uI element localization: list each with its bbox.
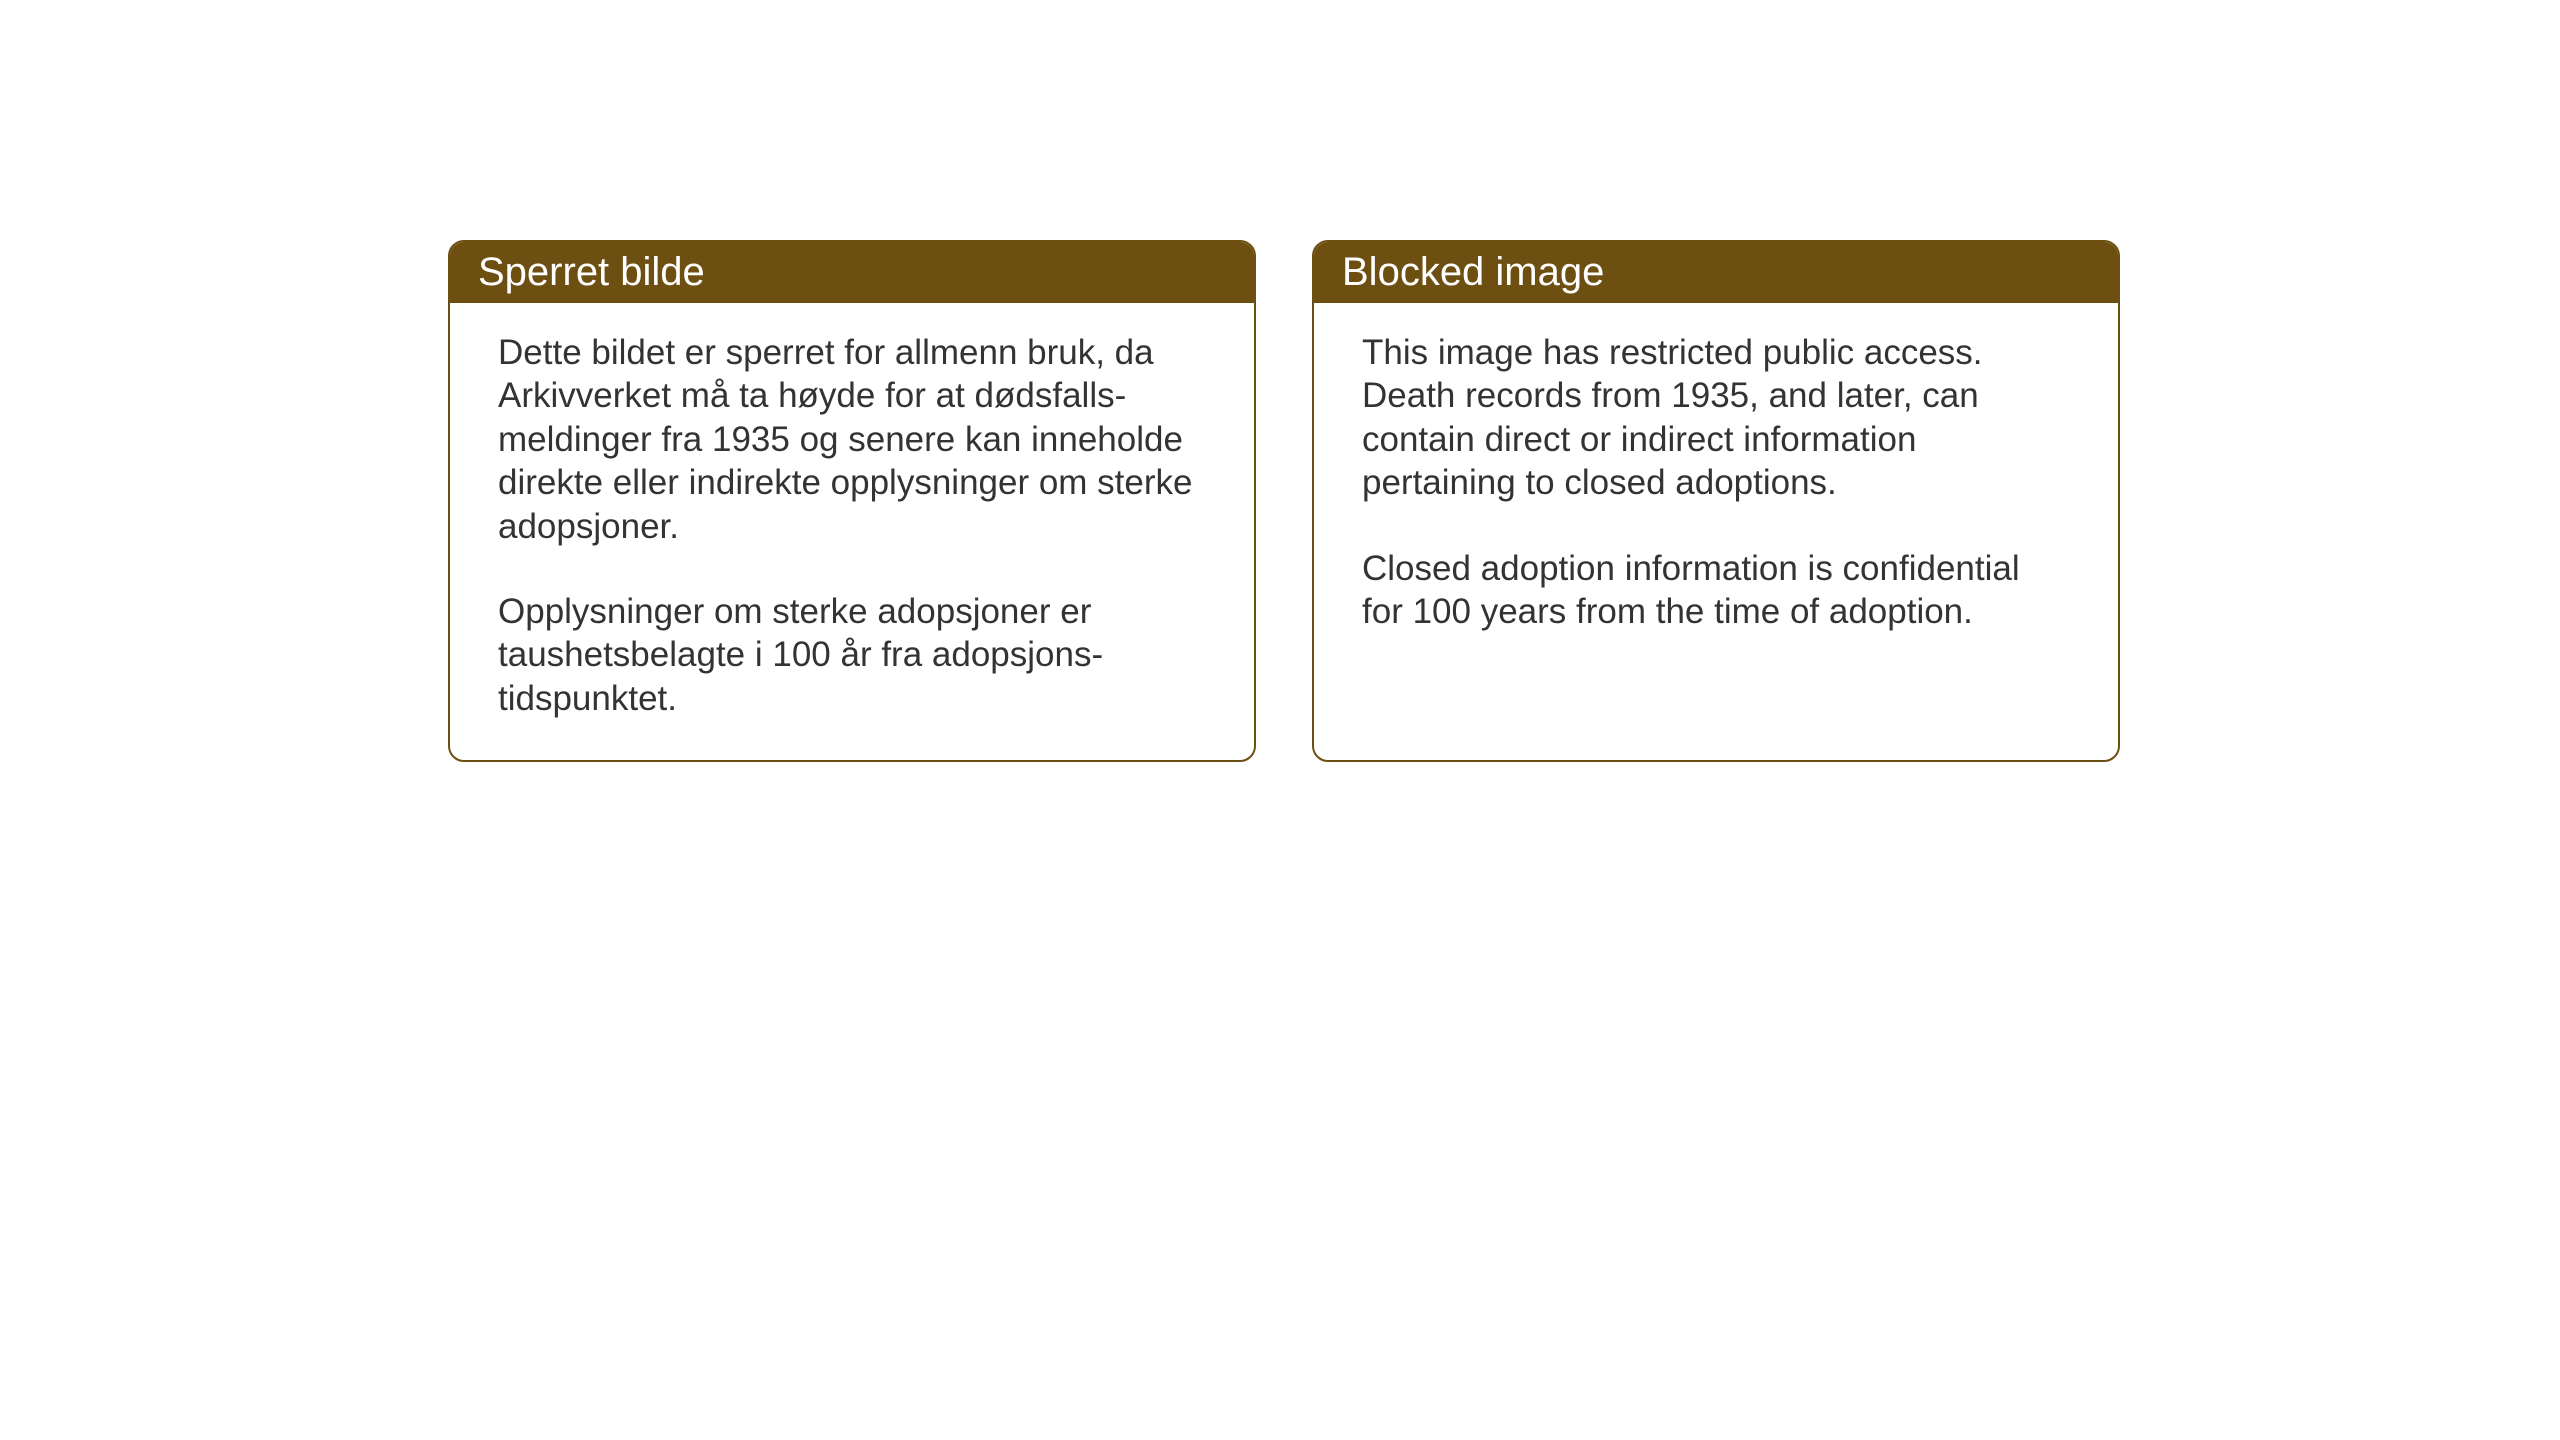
norwegian-card-header: Sperret bilde — [450, 242, 1254, 303]
english-card-header: Blocked image — [1314, 242, 2118, 303]
cards-container: Sperret bilde Dette bildet er sperret fo… — [448, 240, 2120, 762]
english-paragraph-2: Closed adoption information is confident… — [1362, 547, 2070, 634]
english-card-title: Blocked image — [1342, 250, 1604, 294]
norwegian-card-title: Sperret bilde — [478, 250, 705, 294]
norwegian-paragraph-2: Opplysninger om sterke adopsjoner er tau… — [498, 590, 1206, 720]
norwegian-card-body: Dette bildet er sperret for allmenn bruk… — [450, 303, 1254, 760]
norwegian-paragraph-1: Dette bildet er sperret for allmenn bruk… — [498, 331, 1206, 548]
english-card-body: This image has restricted public access.… — [1314, 303, 2118, 673]
english-card: Blocked image This image has restricted … — [1312, 240, 2120, 762]
english-paragraph-1: This image has restricted public access.… — [1362, 331, 2070, 505]
norwegian-card: Sperret bilde Dette bildet er sperret fo… — [448, 240, 1256, 762]
